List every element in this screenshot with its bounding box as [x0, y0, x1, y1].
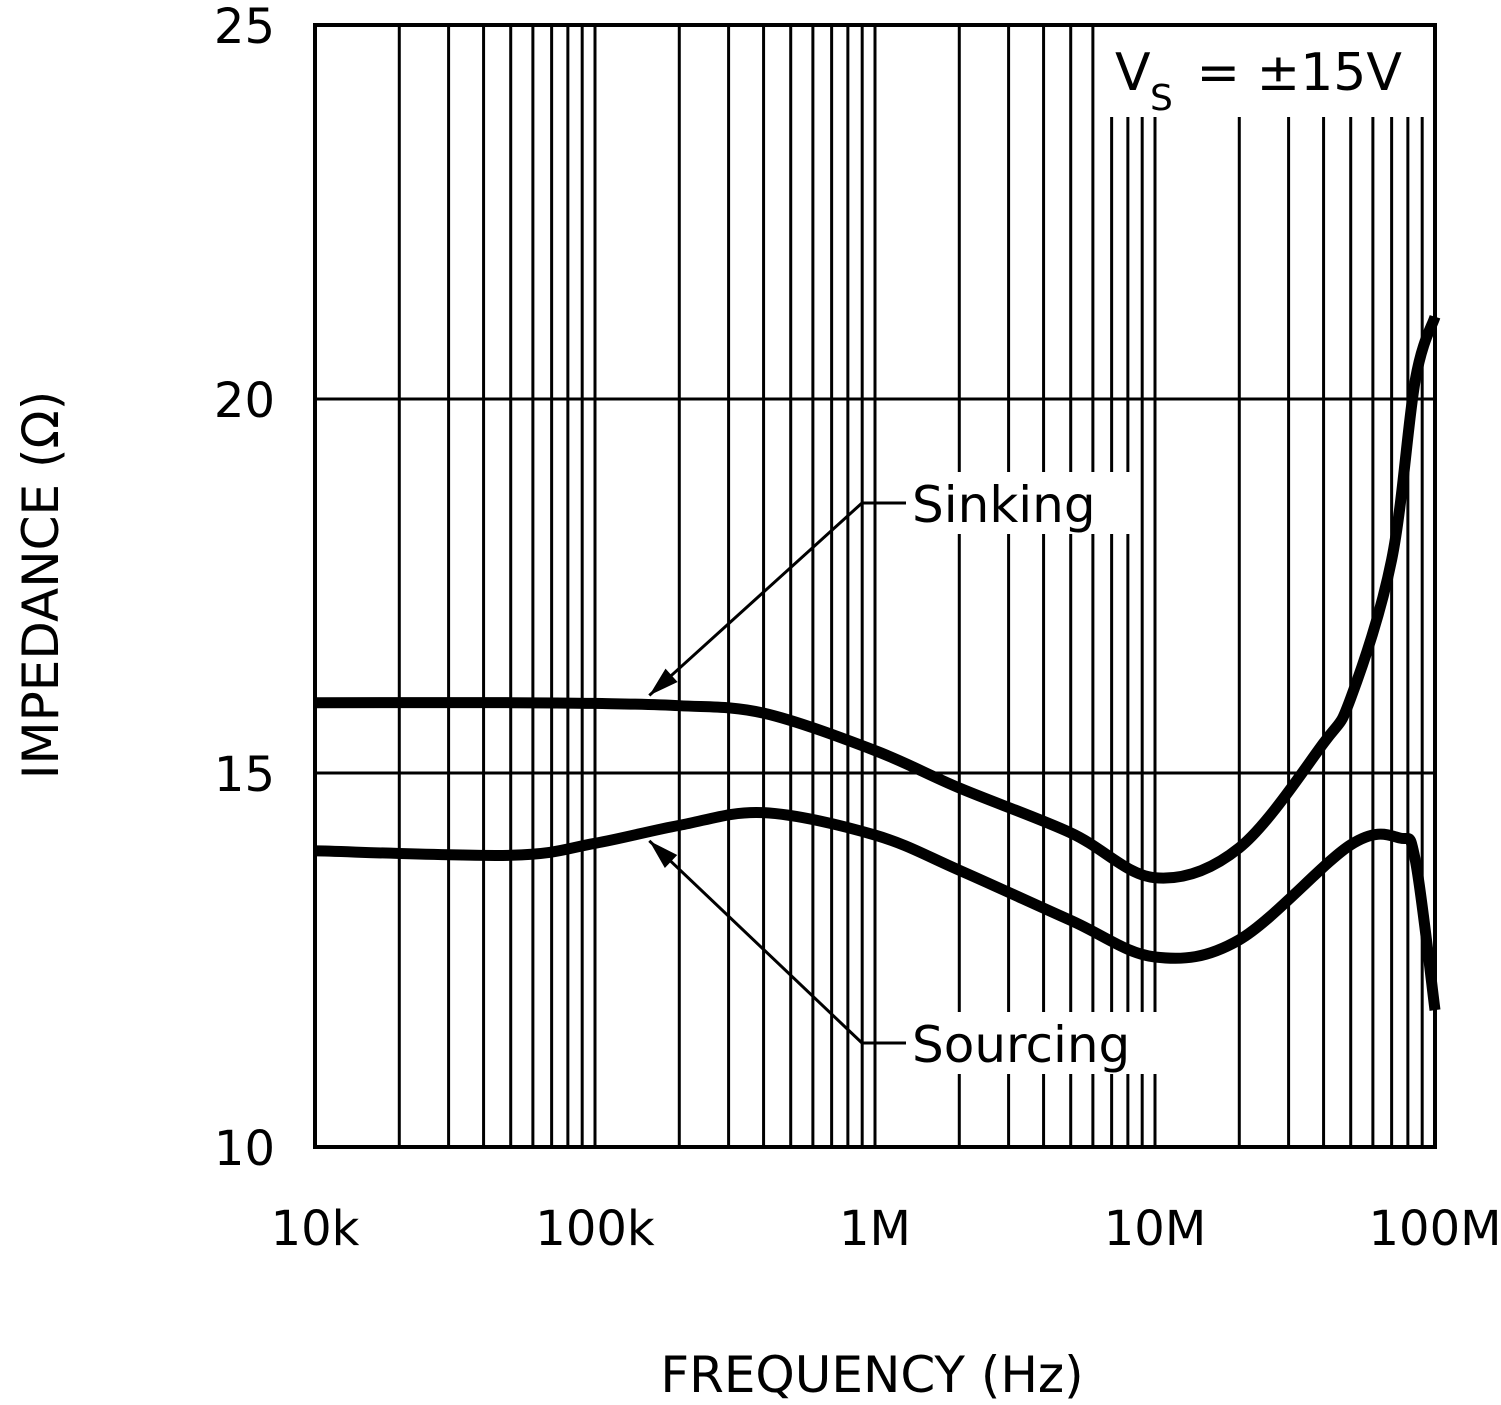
x-tick-label: 100M [1368, 1201, 1501, 1257]
annotations: Sinking Sourcing [648, 472, 1160, 1074]
x-tick-label: 1M [839, 1201, 911, 1257]
grid [313, 23, 1437, 1149]
legend-background [1104, 27, 1432, 117]
y-tick-label: 10 [214, 1121, 275, 1177]
x-tick-label: 10k [271, 1201, 360, 1257]
arrowhead-icon [649, 840, 678, 869]
arrowhead-icon [649, 668, 678, 696]
series-lines [314, 314, 1441, 1011]
series-line-sourcing [314, 806, 1441, 1011]
x-axis-label: FREQUENCY (Hz) [660, 1346, 1083, 1401]
annotation-background [906, 1012, 1160, 1074]
annotation-label-sinking: Sinking [912, 476, 1096, 534]
legend-v: V [1115, 43, 1151, 103]
x-tick-label: 10M [1104, 1201, 1207, 1257]
annotation-arrow-line [648, 839, 864, 1045]
y-tick-label: 20 [214, 373, 275, 429]
annotation-background [906, 472, 1130, 534]
legend-rest: = ±15V [1180, 43, 1402, 103]
condition-legend: V S = ±15V [1104, 27, 1432, 119]
y-tick-label: 25 [214, 0, 275, 55]
tick-labels: 10k 100k 1M 10M 100M 10 15 20 25 [214, 0, 1501, 1257]
annotation-label-sourcing: Sourcing [912, 1016, 1130, 1074]
legend-sub: S [1150, 78, 1173, 119]
series-line-sinking [314, 314, 1441, 884]
annotation-arrow-line [648, 501, 864, 697]
x-tick-label: 100k [535, 1201, 655, 1257]
y-tick-label: 15 [214, 747, 275, 803]
plot-frame [313, 23, 1437, 1149]
y-axis-label: IMPEDANCE (Ω) [12, 391, 70, 779]
